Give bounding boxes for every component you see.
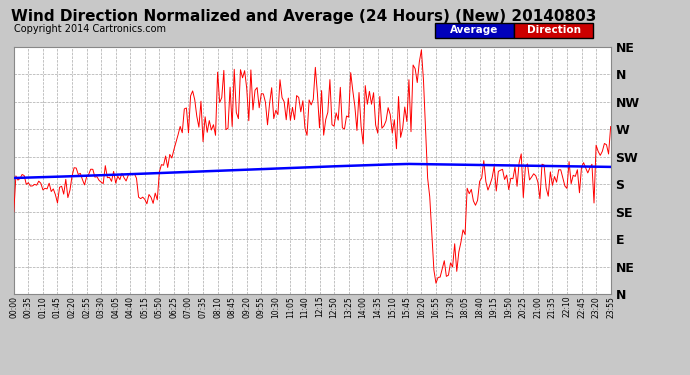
Text: Copyright 2014 Cartronics.com: Copyright 2014 Cartronics.com (14, 24, 166, 34)
Text: Direction: Direction (526, 26, 581, 35)
Text: Wind Direction Normalized and Average (24 Hours) (New) 20140803: Wind Direction Normalized and Average (2… (11, 9, 596, 24)
Text: Average: Average (450, 26, 499, 35)
